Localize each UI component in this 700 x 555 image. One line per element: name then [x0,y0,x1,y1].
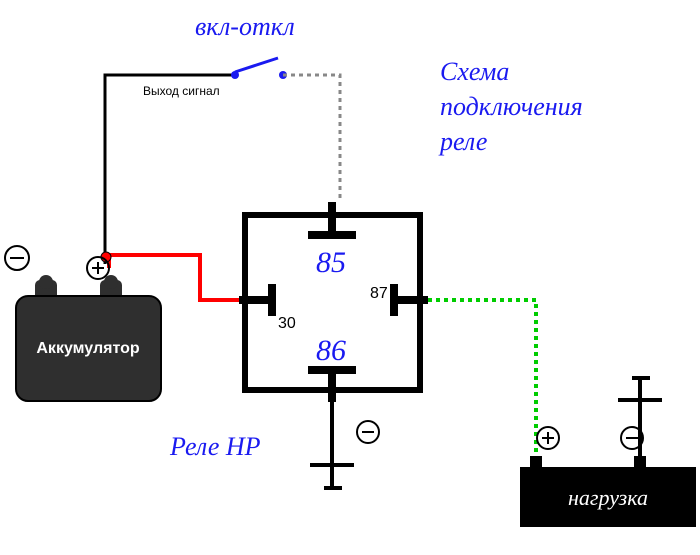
pin85-label: 85 [316,246,346,279]
title-line2: подключения [440,92,583,121]
switch-label: вкл-откл [195,12,295,41]
battery-label: Аккумулятор [36,340,139,357]
pin87-label: 87 [370,285,388,302]
wire-red-power [109,255,239,300]
load-label: нагрузка [568,485,648,510]
switch-lever [235,58,278,72]
relay-connection-diagram: Схема подключения реле вкл-откл Выход си… [0,0,700,555]
title-line3: реле [438,127,487,156]
relay-name: Реле НР [169,432,261,461]
wire-switch-to-85 [283,75,340,202]
pin30-label: 30 [278,315,296,332]
signal-out-label: Выход сигнал [143,84,220,98]
wire-signal [105,75,232,264]
battery-block: Аккумулятор [16,275,161,401]
title-line1: Схема [440,57,509,86]
pin86-label: 86 [316,334,346,367]
wire-green-load [428,300,536,458]
